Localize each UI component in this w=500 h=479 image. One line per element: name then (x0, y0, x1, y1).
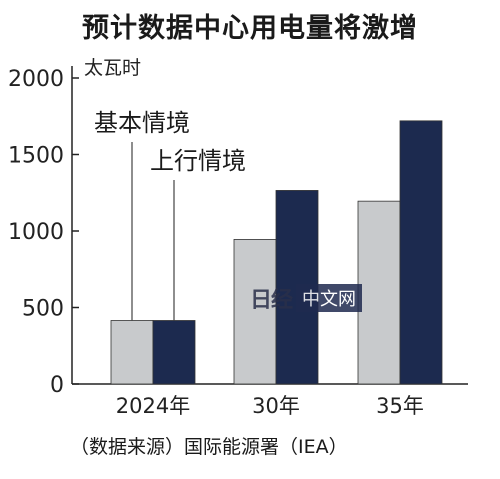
y-tick-label: 2000 (8, 67, 64, 92)
watermark: 日经 中文网 (250, 282, 363, 314)
y-tick-label: 1500 (8, 144, 64, 169)
unit-label: 太瓦时 (84, 57, 141, 79)
watermark-logo: 日经 (250, 287, 293, 313)
bar-base-2 (357, 200, 401, 385)
y-tick-label: 500 (22, 297, 64, 322)
legend-label-base: 基本情境 (94, 109, 190, 137)
legend-label-upside: 上行情境 (150, 147, 246, 175)
x-tick-label: 30年 (252, 394, 300, 418)
x-tick-label: 35年 (376, 394, 424, 418)
chart-title: 预计数据中心用电量将激增 (82, 13, 418, 44)
bar-upside-0 (152, 320, 196, 385)
watermark-text: 中文网 (296, 284, 363, 312)
bar-base-0 (110, 320, 154, 385)
y-tick-label: 1000 (8, 220, 64, 245)
y-tick-label: 0 (50, 373, 64, 398)
bar-upside-2 (399, 120, 443, 385)
source-note: （数据来源）国际能源署（IEA） (70, 436, 348, 458)
x-tick-label: 2024年 (116, 394, 190, 418)
